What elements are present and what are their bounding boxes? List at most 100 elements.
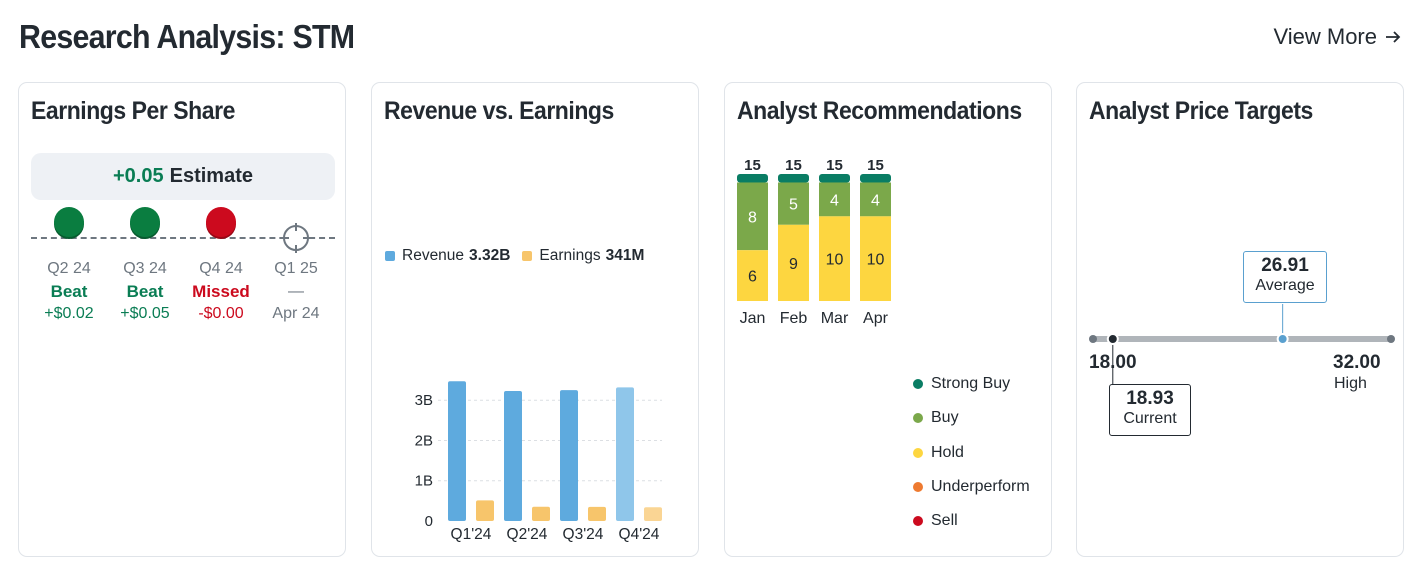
recommendations-chart: 8 6 15 Jan 5 9 15 Feb 4 10 15 Mar 4 10 15 Apr xyxy=(737,157,891,327)
revenue-card[interactable]: Revenue vs. Earnings Revenue 3.32B Earni… xyxy=(371,82,699,557)
revenue-legend: Revenue 3.32B Earnings 341M xyxy=(385,247,644,265)
page-title: Research Analysis: STM xyxy=(19,18,355,55)
current-price-label: Current xyxy=(1123,410,1177,427)
strong-buy-dot xyxy=(913,379,923,390)
price-high-value: 32.00 xyxy=(1333,352,1381,373)
average-price-label: Average xyxy=(1255,277,1315,294)
x-tick-label: Q2'24 xyxy=(507,526,548,543)
sell-dot xyxy=(913,516,923,527)
hold-dot xyxy=(913,447,923,458)
earnings-bar xyxy=(532,506,550,521)
recommendations-card[interactable]: Analyst Recommendations 8 6 15 Jan 5 9 15 Feb 4 1… xyxy=(724,82,1052,557)
crosshair-icon[interactable] xyxy=(281,223,311,253)
legend-item-buy: Buy xyxy=(913,401,1030,435)
month-label: Mar xyxy=(821,310,849,327)
strong-buy-segment xyxy=(819,174,850,183)
arrow-right-icon xyxy=(1386,31,1401,43)
legend-label: Strong Buy xyxy=(931,375,1011,393)
total-label: 15 xyxy=(744,157,761,174)
buy-dot xyxy=(913,413,923,424)
high-marker xyxy=(1387,335,1395,343)
result-label: — xyxy=(288,282,304,300)
view-more-link[interactable]: View More xyxy=(1273,24,1402,50)
strong-buy-segment xyxy=(737,174,768,183)
hold-segment xyxy=(860,216,891,301)
eps-missed-marker[interactable] xyxy=(206,207,236,237)
legend-item-underperform: Underperform xyxy=(913,470,1030,504)
diff-label: -$0.00 xyxy=(198,305,244,322)
revenue-swatch xyxy=(385,251,395,261)
eps-baseline xyxy=(31,237,335,239)
result-label: Beat xyxy=(50,281,88,301)
total-label: 15 xyxy=(785,157,802,174)
quarter-label: Q2 24 xyxy=(47,260,91,277)
earnings-bar xyxy=(644,507,662,521)
eps-estimate-value: +0.05 xyxy=(113,165,164,187)
view-more-label: View More xyxy=(1273,24,1377,49)
average-price-box[interactable]: 26.91 Average xyxy=(1243,251,1327,303)
eps-estimate-box: +0.05 Estimate xyxy=(31,153,335,200)
y-tick-label: 3B xyxy=(415,392,433,409)
revenue-bar xyxy=(616,387,634,521)
revenue-legend-label: Revenue xyxy=(402,247,465,264)
eps-estimate-label: Estimate xyxy=(169,165,253,187)
eps-quarter-col: Q3 24 Beat +$0.05 xyxy=(105,258,185,326)
legend-label: Hold xyxy=(931,443,964,461)
eps-beat-marker[interactable] xyxy=(130,207,160,237)
month-label: Feb xyxy=(780,310,808,327)
price-high-label: High xyxy=(1334,375,1367,392)
earnings-swatch xyxy=(522,251,533,261)
strong-buy-segment xyxy=(778,174,809,183)
earnings-legend-value: 341M xyxy=(605,247,645,264)
eps-card[interactable]: Earnings Per Share +0.05 Estimate Q2 24 … xyxy=(18,82,346,557)
diff-label: +$0.02 xyxy=(44,305,94,322)
current-price-value: 18.93 xyxy=(1126,388,1174,409)
month-label: Jan xyxy=(740,310,766,327)
buy-value-label: 4 xyxy=(830,192,839,209)
average-marker xyxy=(1276,333,1289,345)
earnings-bar xyxy=(476,500,494,521)
recommendations-title: Analyst Recommendations xyxy=(737,97,1022,125)
revenue-bar xyxy=(448,381,466,521)
eps-quarter-col: Q1 25 — Apr 24 xyxy=(256,258,336,326)
legend-item-strong-buy: Strong Buy xyxy=(913,367,1030,401)
eps-quarter-col: Q4 24 Missed -$0.00 xyxy=(181,258,261,326)
hold-value-label: 10 xyxy=(867,252,885,269)
price-targets-title: Analyst Price Targets xyxy=(1089,97,1313,125)
buy-value-label: 8 xyxy=(748,209,757,226)
average-price-value: 26.91 xyxy=(1261,255,1309,276)
eps-beat-marker[interactable] xyxy=(54,207,84,237)
legend-item-sell: Sell xyxy=(913,504,1030,538)
eps-quarter-col: Q2 24 Beat +$0.02 xyxy=(29,258,109,326)
current-marker xyxy=(1106,333,1119,345)
quarter-label: Q1 25 xyxy=(274,260,318,277)
total-label: 15 xyxy=(867,157,884,174)
hold-segment xyxy=(778,224,809,301)
price-target-range xyxy=(1089,304,1395,384)
diff-label: +$0.05 xyxy=(120,305,170,322)
x-tick-label: Q1'24 xyxy=(451,526,492,543)
legend-label: Sell xyxy=(931,512,958,530)
result-label: Beat xyxy=(126,281,164,301)
price-targets-card[interactable]: Analyst Price Targets 18.00 32.00 High 1… xyxy=(1076,82,1404,557)
buy-segment xyxy=(778,182,809,225)
legend-item-hold: Hold xyxy=(913,436,1030,470)
total-label: 15 xyxy=(826,157,843,174)
buy-value-label: 5 xyxy=(789,197,798,214)
y-tick-label: 1B xyxy=(415,473,433,490)
eps-title: Earnings Per Share xyxy=(31,97,235,125)
result-label: Missed xyxy=(192,281,250,301)
x-tick-label: Q3'24 xyxy=(563,526,604,543)
hold-segment xyxy=(819,216,850,301)
month-label: Apr xyxy=(863,310,889,327)
legend-label: Underperform xyxy=(931,478,1030,496)
current-price-box[interactable]: 18.93 Current xyxy=(1109,384,1191,436)
revenue-legend-value: 3.32B xyxy=(469,247,511,264)
hold-value-label: 9 xyxy=(789,256,798,273)
x-tick-label: Q4'24 xyxy=(619,526,660,543)
underperform-dot xyxy=(913,482,923,493)
buy-segment xyxy=(819,182,850,217)
low-marker xyxy=(1089,335,1097,343)
revenue-bar xyxy=(560,390,578,521)
revenue-earnings-chart: 0 1B 2B 3B Q1'24 Q2'24 Q3'24 Q4'24 xyxy=(415,381,662,543)
